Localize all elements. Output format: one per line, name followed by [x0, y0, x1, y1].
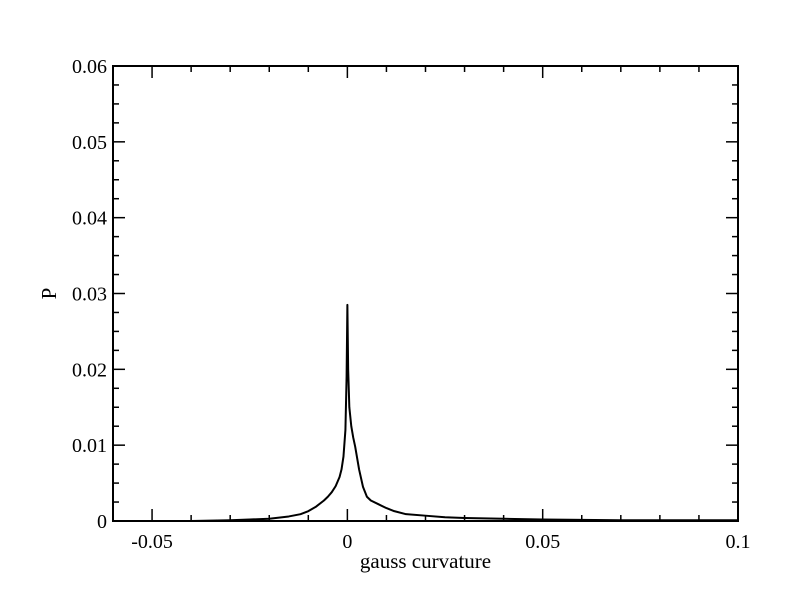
y-tick-label: 0.05 — [72, 132, 107, 154]
data-series-line — [191, 303, 738, 522]
y-tick-label: 0.03 — [72, 284, 107, 306]
x-tick-label: 0 — [342, 531, 352, 553]
y-tick-label: 0.04 — [72, 208, 107, 230]
y-tick-label: 0.01 — [72, 435, 107, 457]
y-tick-label: 0 — [97, 511, 107, 533]
x-tick-label: -0.05 — [131, 531, 173, 553]
y-tick-label: 0.06 — [72, 56, 107, 78]
plot-frame — [112, 65, 739, 522]
x-tick-label: 0.05 — [525, 531, 560, 553]
y-tick-label: 0.02 — [72, 359, 107, 381]
x-tick-label: 0.1 — [726, 531, 751, 553]
tick-labels: -0.05 0 0.05 0.1 0 0.01 0.02 0.03 0.04 0.05 0.06 — [72, 56, 751, 553]
y-axis-label: P — [37, 288, 61, 300]
x-axis-label: gauss curvature — [360, 549, 491, 573]
